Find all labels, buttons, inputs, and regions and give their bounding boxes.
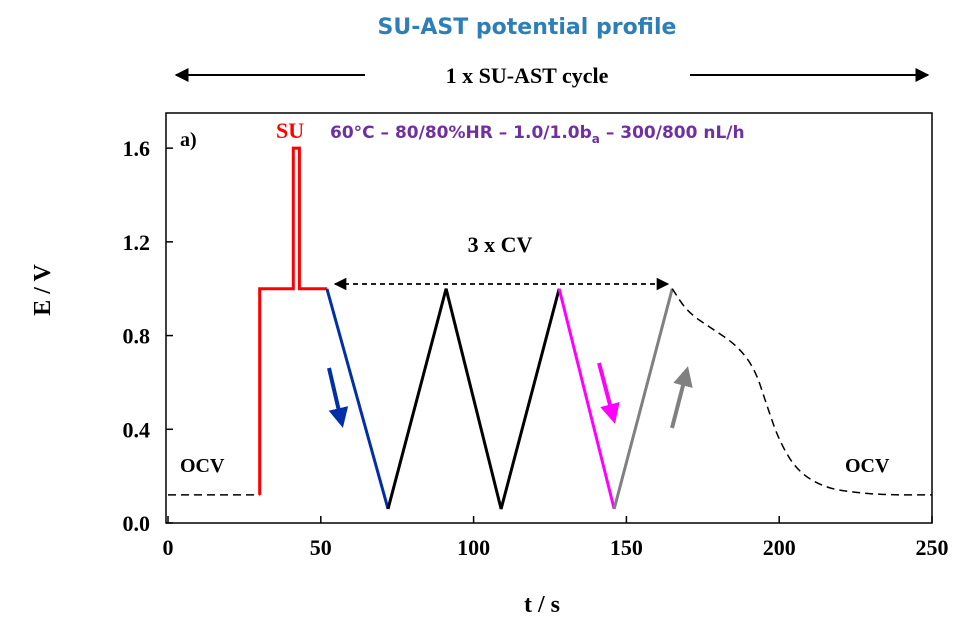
conditions-tail: – 300/800 nL/h [600,123,745,143]
series-cv3-down [557,288,616,510]
conditions-label: 60°C – 80/80%HR – 1.0/1.0ba – 300/800 nL… [330,123,745,146]
sweep-down-arrow-magenta [597,362,620,424]
sweep-down-arrow-blue [327,367,349,428]
cycle-label: 1 x SU-AST cycle [446,63,609,88]
data-series [168,146,932,510]
chart-title: SU-AST potential profile [378,15,677,40]
series-ocv-end [671,288,932,496]
x-tick-label: 200 [763,535,796,560]
y-tick-label: 0.4 [123,417,151,442]
x-tick-label: 0 [163,535,174,560]
series-cv1-down [325,288,390,510]
y-tick-label: 0.0 [123,511,151,536]
x-tick-label: 150 [610,535,643,560]
x-axis-label: t / s [524,592,560,618]
series-su [258,146,327,495]
panel-label: a) [180,129,197,151]
y-tick-label: 0.8 [123,324,151,349]
series-cv-middle [386,288,561,510]
ocv-right-label: OCV [845,455,890,477]
series-cv3-up [612,288,674,510]
x-tick-label: 100 [457,535,490,560]
ocv-left-label: OCV [180,455,225,477]
x-tick-label: 50 [310,535,332,560]
conditions-subscript: a [592,132,600,146]
conditions-main: 60°C – 80/80%HR – 1.0/1.0b [330,123,592,143]
x-tick-label: 250 [916,535,949,560]
sweep-up-arrow-gray [670,366,693,429]
y-tick-label: 1.2 [123,230,151,255]
axis-ticks: 0 50 100 150 200 250 0.0 0.4 0.8 1.2 1.6 [123,136,949,560]
y-tick-label: 1.6 [123,136,151,161]
su-label: SU [276,118,304,143]
cv-label: 3 x CV [468,232,533,257]
y-axis-label: E / V [30,264,56,316]
plot-frame [165,112,933,524]
